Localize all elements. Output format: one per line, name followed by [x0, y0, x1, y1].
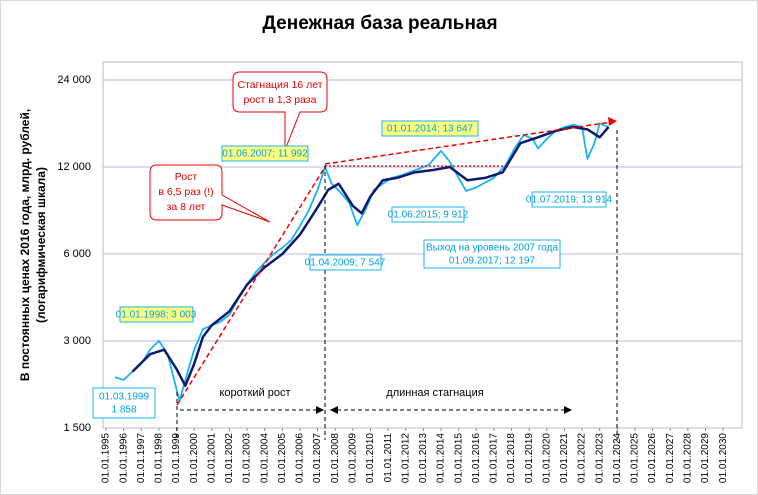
- callout-text: Выход на уровень 2007 года: [426, 243, 558, 254]
- x-tick-label: 01.01.2017: [489, 433, 500, 483]
- x-tick-label: 01.01.2028: [683, 433, 694, 483]
- x-tick-label: 01.01.2021: [559, 433, 570, 483]
- callout: [391, 206, 465, 223]
- x-tick-label: 01.01.2029: [700, 433, 711, 483]
- x-tick-label: 01.01.2030: [718, 433, 729, 483]
- x-tick-label: 01.01.2024: [612, 433, 623, 483]
- callout-text: Рост: [175, 171, 198, 183]
- x-tick-label: 01.01.1996: [118, 433, 129, 483]
- x-tick-label: 01.01.2010: [365, 433, 376, 483]
- callout: [423, 239, 561, 269]
- x-tick-label: 01.01.2000: [189, 433, 200, 483]
- series-line: [131, 125, 610, 388]
- callout-text: 01.06.2015; 9 912: [388, 210, 469, 221]
- x-tick-label: 01.01.2014: [436, 433, 447, 483]
- callout: [232, 71, 328, 151]
- x-tick-label: 01.01.2022: [577, 433, 588, 483]
- x-tick-label: 01.01.2006: [295, 433, 306, 483]
- x-tick-label: 01.01.2007: [312, 433, 323, 483]
- callout: [149, 164, 271, 223]
- callout-text: 01.07.2019; 13 914: [526, 195, 613, 206]
- y-label: (логарифмическая шкала): [34, 167, 48, 323]
- period-label: длинная стагнация: [386, 387, 483, 399]
- x-tick-label: 01.01.2011: [383, 433, 394, 483]
- arrow-head: [564, 406, 572, 414]
- y-axis-title: В постоянных ценах 2016 года, млрд. рубл…: [18, 109, 48, 381]
- x-tick-label: 01.01.2009: [347, 433, 358, 483]
- x-tick-label: 01.01.1997: [136, 433, 147, 483]
- x-tick-label: 01.01.1995: [101, 433, 112, 483]
- trend-line: [176, 166, 326, 406]
- x-tick-label: 01.01.2002: [224, 433, 235, 483]
- callout: [221, 145, 309, 162]
- callout: [119, 306, 194, 323]
- trend-line: [324, 121, 613, 165]
- x-tick-label: 01.01.2003: [242, 433, 253, 483]
- callout-text: 01.01.1998; 3 003: [116, 310, 197, 321]
- y-tick-label: 3 000: [63, 335, 91, 347]
- x-tick-label: 01.01.2027: [665, 433, 676, 483]
- callout-text: 01.09.2017; 12 197: [449, 256, 536, 267]
- y-tick-label: 24 000: [57, 74, 91, 86]
- x-tick-label: 01.01.2001: [206, 433, 217, 483]
- period-label: короткий рост: [219, 387, 290, 399]
- callout-text: 01.03.1999: [99, 392, 149, 403]
- x-tick-label: 01.01.2023: [594, 433, 605, 483]
- series-line: [114, 122, 609, 403]
- x-tick-label: 01.01.2012: [400, 433, 411, 483]
- arrow-head: [608, 117, 617, 126]
- x-tick-label: 01.01.2013: [418, 433, 429, 483]
- x-tick-label: 01.01.2020: [541, 433, 552, 483]
- callout: [309, 254, 382, 271]
- x-tick-label: 01.01.2016: [471, 433, 482, 483]
- x-tick-label: 01.01.2025: [630, 433, 641, 483]
- callout-text: 01.04.2009; 7 547: [305, 258, 386, 269]
- arrow-head: [316, 406, 324, 414]
- y-tick-label: 1 500: [63, 422, 91, 434]
- y-tick-label: 12 000: [57, 161, 91, 173]
- callout-text: 01.01.2014; 13 647: [387, 124, 474, 135]
- callout-text: в 6,5 раз (!): [158, 186, 213, 198]
- x-tick-label: 01.01.1998: [154, 433, 165, 483]
- x-tick-label: 01.01.2018: [506, 433, 517, 483]
- x-tick-label: 01.01.2015: [453, 433, 464, 483]
- x-tick-label: 01.01.2019: [524, 433, 535, 483]
- callout-text: 01.06.2007; 11 992: [222, 149, 308, 160]
- y-label: В постоянных ценах 2016 года, млрд. рубл…: [18, 109, 32, 381]
- callout-text: рост в 1,3 раза: [244, 94, 317, 106]
- y-tick-label: 6 000: [63, 248, 91, 260]
- x-tick-label: 01.01.2005: [277, 433, 288, 483]
- x-tick-label: 01.01.2004: [259, 433, 270, 483]
- callout: [92, 387, 156, 419]
- arrow-head: [330, 406, 338, 414]
- x-tick-label: 01.01.2008: [330, 433, 341, 483]
- callout-text: Стагнация 16 лет: [237, 79, 322, 91]
- callout: [381, 120, 479, 137]
- callout-text: 1 858: [111, 405, 136, 416]
- callout-text: за 8 лет: [167, 201, 206, 213]
- x-tick-label: 01.01.1999: [171, 433, 182, 483]
- chart-title: Денежная база реальная: [262, 13, 497, 34]
- x-tick-label: 01.01.2026: [647, 433, 658, 483]
- plot: [114, 122, 610, 403]
- callout: [531, 191, 607, 208]
